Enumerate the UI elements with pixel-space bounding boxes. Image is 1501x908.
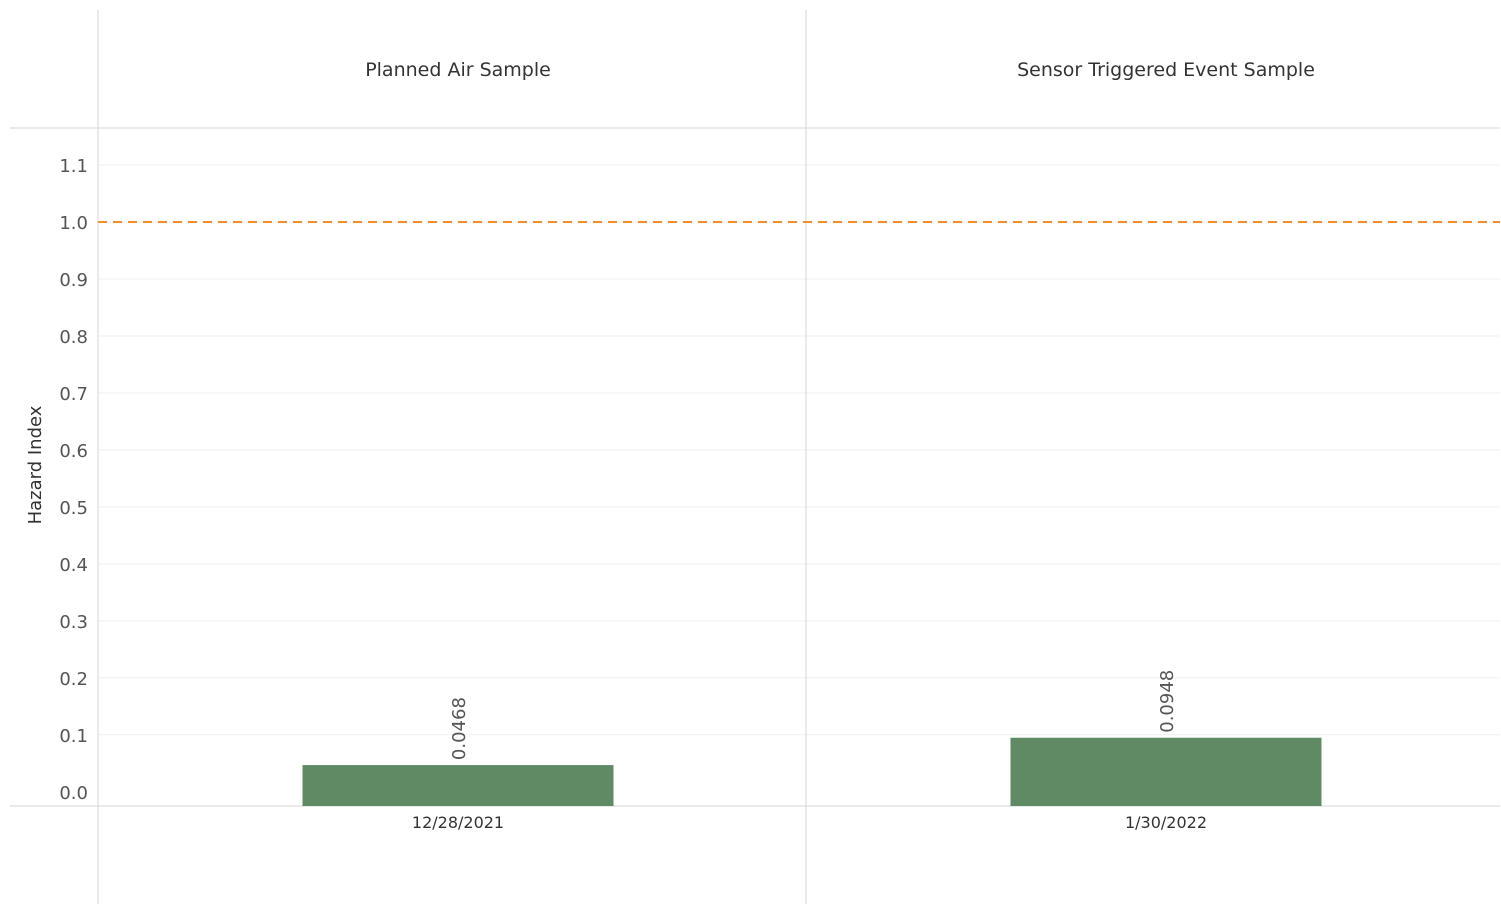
panel-title: Planned Air Sample bbox=[365, 59, 551, 81]
x-tick-label: 12/28/2021 bbox=[412, 813, 504, 832]
y-tick-label: 0.6 bbox=[59, 441, 88, 462]
bar bbox=[1010, 737, 1322, 806]
y-tick-label: 1.1 bbox=[59, 156, 88, 177]
gridlines bbox=[98, 164, 1500, 736]
y-tick-label: 0.5 bbox=[59, 498, 88, 519]
y-axis-label: Hazard Index bbox=[25, 405, 46, 524]
y-tick-label: 0.4 bbox=[59, 555, 88, 576]
y-tick-label: 0.0 bbox=[59, 783, 88, 804]
y-tick-label: 0.1 bbox=[59, 726, 88, 747]
y-tick-label: 0.7 bbox=[59, 384, 88, 405]
bar bbox=[302, 765, 614, 806]
data-label: 0.0948 bbox=[1157, 670, 1178, 733]
y-tick-label: 0.2 bbox=[59, 669, 88, 690]
data-label: 0.0468 bbox=[449, 697, 470, 760]
y-tick-label: 1.0 bbox=[59, 213, 88, 234]
panel-title: Sensor Triggered Event Sample bbox=[1017, 59, 1315, 81]
y-tick-label: 0.8 bbox=[59, 327, 88, 348]
y-tick-label: 0.3 bbox=[59, 612, 88, 633]
chart-labels: 0.0 0.1 0.2 0.3 0.4 0.5 0.6 0.7 0.8 0.9 1.0 1.1 Haza… bbox=[25, 59, 1315, 832]
x-tick-label: 1/30/2022 bbox=[1125, 813, 1207, 832]
y-tick-label: 0.9 bbox=[59, 270, 88, 291]
bars bbox=[302, 737, 1322, 806]
